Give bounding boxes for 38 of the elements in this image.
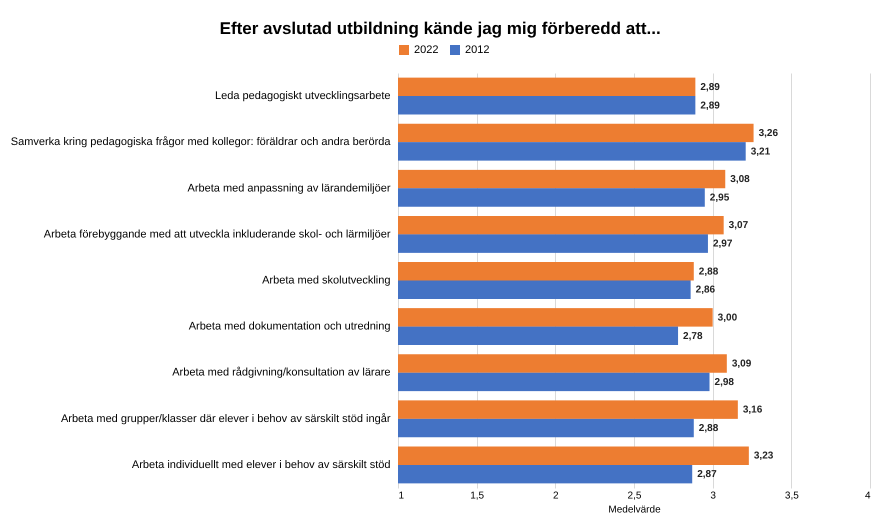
x-tick-label: 4 — [864, 490, 871, 502]
chart-title: Efter avslutad utbildning kände jag mig förberedd att... — [220, 19, 661, 38]
y-tick-label: Arbeta med grupper/klasser där elever i behov av särskilt stöd ingår — [60, 412, 391, 425]
y-tick-label: Leda pedagogiskt utvecklingsarbete — [214, 90, 390, 102]
data-label: 2,78 — [683, 330, 703, 342]
y-tick-label: Arbeta individuellt med elever i behov av särskilt stöd — [132, 458, 390, 471]
data-label: 3,07 — [728, 220, 749, 232]
data-label: 2,89 — [700, 82, 720, 93]
data-label: 2,97 — [712, 238, 733, 250]
x-tick-label: 3 — [710, 490, 716, 502]
x-tick-label: 3,5 — [784, 490, 800, 502]
y-tick-label: Arbeta med anpassning av lärandemiljöer — [187, 182, 391, 194]
x-tick-label: 2,5 — [628, 490, 642, 502]
x-tick-label: 1,5 — [470, 490, 485, 502]
y-tick-label: Samverka kring pedagogiska frågor med kollegor: föräldrar och andra berörda — [10, 136, 392, 148]
data-label: 3,08 — [730, 174, 750, 186]
data-label: 2,88 — [698, 423, 719, 434]
y-tick-label: Arbeta förebyggande med att utveckla inkluderande skol- och lärmiljöer — [44, 228, 391, 240]
legend-label: 2022 — [414, 44, 438, 56]
legend-label: 2012 — [465, 44, 490, 56]
x-tick-label: 2 — [553, 490, 560, 502]
y-tick-label: Arbeta med skolutveckling — [262, 274, 390, 286]
data-label: 3,00 — [718, 312, 738, 324]
data-label: 3,26 — [758, 128, 778, 139]
data-label: 2,95 — [710, 192, 730, 204]
y-tick-label: Arbeta med rådgivning/konsultation av lärare — [172, 366, 390, 379]
data-label: 2,87 — [697, 469, 718, 480]
data-label: 3,09 — [732, 358, 752, 370]
data-label: 2,98 — [714, 376, 734, 388]
x-axis-title: Medelvärde — [608, 504, 662, 516]
data-label: 3,23 — [754, 450, 774, 462]
data-label: 2,89 — [700, 100, 720, 112]
data-label: 3,16 — [742, 404, 763, 416]
y-tick-label: Arbeta med dokumentation och utredning — [188, 320, 390, 333]
x-tick-label: 1 — [398, 490, 404, 502]
data-label: 3,21 — [750, 146, 771, 158]
data-label: 2,88 — [698, 266, 719, 278]
data-label: 2,86 — [696, 284, 716, 296]
